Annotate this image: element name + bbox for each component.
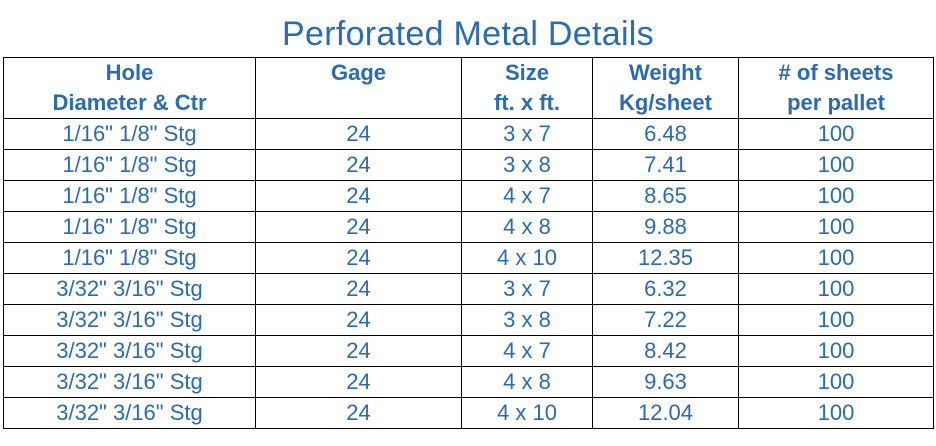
cell-weight: 8.42 <box>592 335 739 367</box>
table-row: 1/16" 1/8" Stg 24 3 x 7 6.48 100 <box>3 118 934 150</box>
cell-sheets: 100 <box>738 118 934 150</box>
cell-size: 3 x 7 <box>461 118 593 150</box>
cell-weight: 7.22 <box>592 304 739 336</box>
cell-gage: 24 <box>255 211 462 243</box>
header-sheets: # of sheets <box>738 57 934 88</box>
header-diameter-ctr: Diameter & Ctr <box>3 88 256 119</box>
cell-size: 3 x 8 <box>461 304 593 336</box>
cell-sheets: 100 <box>738 397 934 429</box>
header-weight: Weight <box>592 57 739 88</box>
cell-hole: 1/16" 1/8" Stg <box>3 242 256 274</box>
cell-weight: 8.65 <box>592 180 739 212</box>
table-row: 1/16" 1/8" Stg 24 4 x 10 12.35 100 <box>3 242 934 274</box>
cell-size: 4 x 7 <box>461 180 593 212</box>
cell-size: 3 x 8 <box>461 149 593 181</box>
cell-sheets: 100 <box>738 335 934 367</box>
header-row-2: Diameter & Ctr ft. x ft. Kg/sheet per pa… <box>3 88 934 119</box>
cell-weight: 9.88 <box>592 211 739 243</box>
cell-hole: 1/16" 1/8" Stg <box>3 211 256 243</box>
cell-sheets: 100 <box>738 273 934 305</box>
cell-gage: 24 <box>255 366 462 398</box>
table-row: 3/32" 3/16" Stg 24 4 x 7 8.42 100 <box>3 335 934 367</box>
header-gage-sub <box>255 88 462 119</box>
cell-sheets: 100 <box>738 149 934 181</box>
cell-size: 4 x 8 <box>461 366 593 398</box>
cell-weight: 12.04 <box>592 397 739 429</box>
header-size-unit: ft. x ft. <box>461 88 593 119</box>
cell-sheets: 100 <box>738 211 934 243</box>
cell-gage: 24 <box>255 273 462 305</box>
cell-size: 4 x 7 <box>461 335 593 367</box>
header-gage: Gage <box>255 57 462 88</box>
cell-gage: 24 <box>255 118 462 150</box>
cell-gage: 24 <box>255 304 462 336</box>
cell-sheets: 100 <box>738 242 934 274</box>
cell-gage: 24 <box>255 335 462 367</box>
cell-gage: 24 <box>255 397 462 429</box>
table-body: 1/16" 1/8" Stg 24 3 x 7 6.48 100 1/16" 1/8" S… <box>3 118 934 429</box>
table-row: 1/16" 1/8" Stg 24 3 x 8 7.41 100 <box>3 149 934 181</box>
cell-size: 4 x 10 <box>461 242 593 274</box>
cell-weight: 6.32 <box>592 273 739 305</box>
cell-hole: 3/32" 3/16" Stg <box>3 366 256 398</box>
header-hole: Hole <box>3 57 256 88</box>
table-header: Hole Gage Size Weight # of sheets Diamet… <box>3 57 934 119</box>
table-row: 1/16" 1/8" Stg 24 4 x 7 8.65 100 <box>3 180 934 212</box>
cell-hole: 3/32" 3/16" Stg <box>3 304 256 336</box>
cell-sheets: 100 <box>738 180 934 212</box>
header-row-1: Hole Gage Size Weight # of sheets <box>3 57 934 88</box>
cell-hole: 1/16" 1/8" Stg <box>3 180 256 212</box>
cell-hole: 1/16" 1/8" Stg <box>3 118 256 150</box>
cell-size: 3 x 7 <box>461 273 593 305</box>
header-per-pallet: per pallet <box>738 88 934 119</box>
cell-weight: 6.48 <box>592 118 739 150</box>
cell-hole: 3/32" 3/16" Stg <box>3 273 256 305</box>
cell-hole: 3/32" 3/16" Stg <box>3 397 256 429</box>
table-row: 3/32" 3/16" Stg 24 3 x 7 6.32 100 <box>3 273 934 305</box>
table-row: 3/32" 3/16" Stg 24 4 x 10 12.04 100 <box>3 397 934 429</box>
cell-gage: 24 <box>255 180 462 212</box>
table-row: 3/32" 3/16" Stg 24 3 x 8 7.22 100 <box>3 304 934 336</box>
cell-hole: 1/16" 1/8" Stg <box>3 149 256 181</box>
header-size: Size <box>461 57 593 88</box>
header-weight-unit: Kg/sheet <box>592 88 739 119</box>
cell-gage: 24 <box>255 242 462 274</box>
cell-gage: 24 <box>255 149 462 181</box>
perforated-metal-table: Hole Gage Size Weight # of sheets Diamet… <box>3 57 934 429</box>
cell-weight: 12.35 <box>592 242 739 274</box>
page-title: Perforated Metal Details <box>282 15 654 53</box>
cell-hole: 3/32" 3/16" Stg <box>3 335 256 367</box>
cell-weight: 7.41 <box>592 149 739 181</box>
cell-size: 4 x 10 <box>461 397 593 429</box>
cell-sheets: 100 <box>738 304 934 336</box>
table-row: 1/16" 1/8" Stg 24 4 x 8 9.88 100 <box>3 211 934 243</box>
table-row: 3/32" 3/16" Stg 24 4 x 8 9.63 100 <box>3 366 934 398</box>
cell-sheets: 100 <box>738 366 934 398</box>
cell-weight: 9.63 <box>592 366 739 398</box>
cell-size: 4 x 8 <box>461 211 593 243</box>
